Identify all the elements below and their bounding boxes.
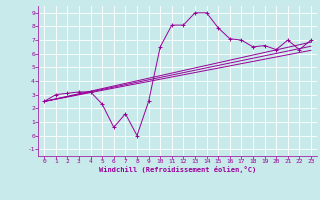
X-axis label: Windchill (Refroidissement éolien,°C): Windchill (Refroidissement éolien,°C) xyxy=(99,166,256,173)
